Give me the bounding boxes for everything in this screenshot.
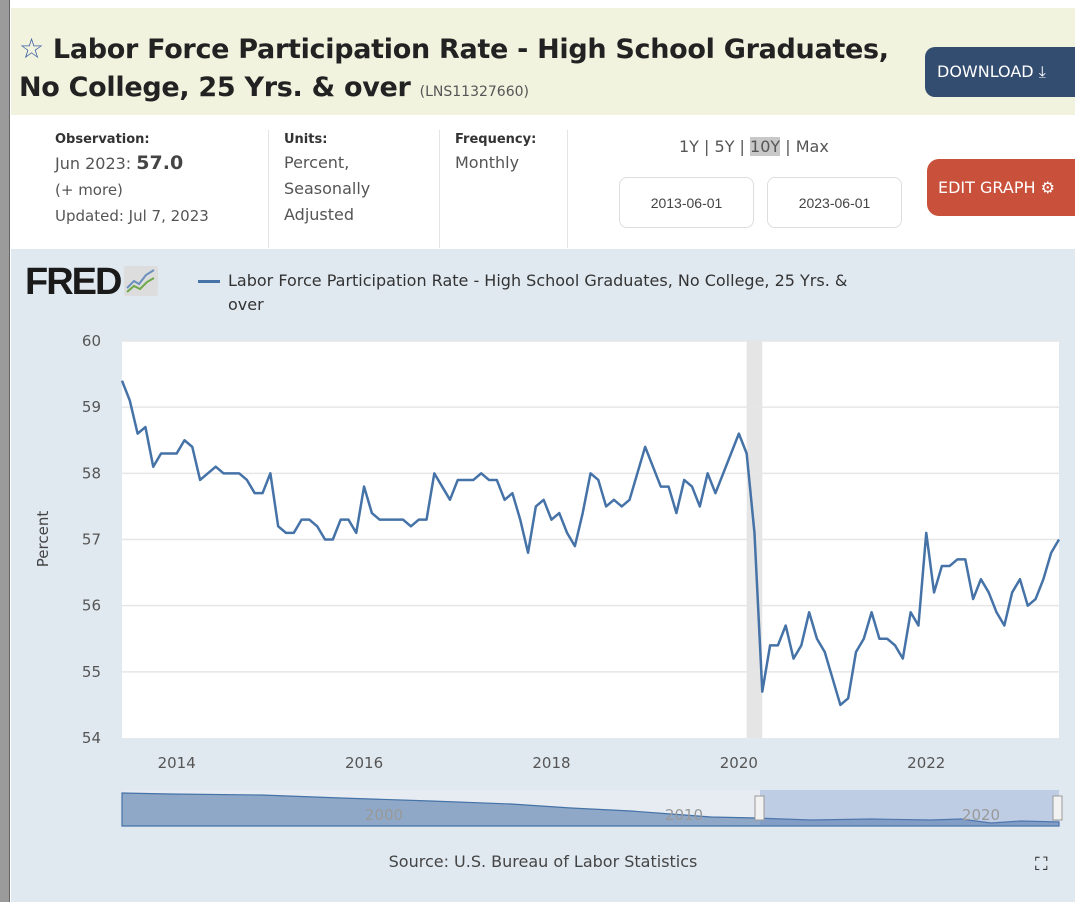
chart-legend: Labor Force Participation Rate - High Sc… xyxy=(198,269,888,317)
observation-date: Jun 2023: xyxy=(55,154,132,173)
units-line: Percent, xyxy=(284,153,350,172)
y-tick-label: 55 xyxy=(82,663,101,681)
units-line: Adjusted xyxy=(284,205,355,224)
x-tick-label: 2014 xyxy=(158,754,196,772)
observation-label: Observation: xyxy=(55,132,150,147)
observation-value: 57.0 xyxy=(136,152,184,174)
range-10y[interactable]: 10Y xyxy=(750,137,781,156)
legend-swatch xyxy=(198,280,220,283)
download-icon: ⤓ xyxy=(1038,62,1046,81)
x-tick-label: 2020 xyxy=(720,754,758,772)
divider xyxy=(567,130,568,248)
x-tick-label: 2018 xyxy=(532,754,570,772)
units-block: Units: Percent, Seasonally Adjusted xyxy=(284,130,370,228)
navigator-window xyxy=(760,790,1059,826)
line-chart[interactable]: 54 55 56 57 58 59 60 2014 2016 2018 2020 2022 Perc… xyxy=(11,249,1075,849)
units-line: Seasonally xyxy=(284,179,371,198)
range-selector: 1Y | 5Y | 10Y | Max xyxy=(679,137,829,156)
y-tick-label: 54 xyxy=(82,729,101,747)
download-button[interactable]: DOWNLOAD ⤓ xyxy=(925,47,1075,97)
fred-chart-icon xyxy=(124,266,159,296)
updated-date: Updated: Jul 7, 2023 xyxy=(55,207,209,225)
y-tick-label: 58 xyxy=(82,464,101,482)
series-title: Labor Force Participation Rate - High Sc… xyxy=(19,34,889,103)
frequency-block: Frequency: Monthly xyxy=(455,130,536,176)
navigator-handle-left xyxy=(754,795,765,821)
series-id: (LNS11327660) xyxy=(419,84,529,100)
download-label: DOWNLOAD xyxy=(937,62,1034,81)
range-max[interactable]: Max xyxy=(795,137,829,156)
y-tick-label: 59 xyxy=(82,398,101,416)
source-text: Source: U.S. Bureau of Labor Statistics xyxy=(388,852,698,871)
navigator-label: 2020 xyxy=(962,806,1000,824)
navigator-label: 2000 xyxy=(365,806,403,824)
star-outline-icon[interactable]: ☆ xyxy=(19,32,44,65)
graph-panel: FRED Labor Force Participation Rate - Hi… xyxy=(11,249,1075,902)
navigator-label: 2010 xyxy=(665,806,703,824)
navigator[interactable]: 2000 2010 2020 xyxy=(11,786,1075,836)
x-tick-label: 2016 xyxy=(345,754,383,772)
range-5y[interactable]: 5Y xyxy=(714,137,735,156)
range-1y[interactable]: 1Y xyxy=(679,137,699,156)
y-axis-label: Percent xyxy=(34,511,52,568)
series-header: ☆ Labor Force Participation Rate - High … xyxy=(11,8,1075,115)
more-link[interactable]: (+ more) xyxy=(55,181,123,199)
fred-logo: FRED xyxy=(25,261,159,304)
series-meta: Observation: Jun 2023: 57.0 (+ more) Upd… xyxy=(11,115,1075,249)
y-tick-label: 60 xyxy=(82,332,101,350)
y-tick-label: 57 xyxy=(82,531,101,549)
end-date-input[interactable] xyxy=(767,177,902,228)
divider xyxy=(268,130,269,248)
y-tick-label: 56 xyxy=(82,597,101,615)
edit-graph-button[interactable]: EDIT GRAPH ⚙ xyxy=(927,159,1075,216)
legend-label: Labor Force Participation Rate - High Sc… xyxy=(228,271,848,314)
edit-graph-label: EDIT GRAPH xyxy=(938,178,1036,197)
divider xyxy=(439,130,440,248)
units-label: Units: xyxy=(284,132,328,147)
page-title: ☆ Labor Force Participation Rate - High … xyxy=(19,30,899,111)
start-date-input[interactable] xyxy=(619,177,754,228)
fullscreen-icon[interactable]: ⛶ xyxy=(1035,854,1048,875)
frequency-value: Monthly xyxy=(455,153,520,172)
x-tick-label: 2022 xyxy=(907,754,945,772)
observation-block: Observation: Jun 2023: 57.0 (+ more) Upd… xyxy=(55,130,209,229)
navigator-handle-right xyxy=(1052,795,1063,821)
frequency-label: Frequency: xyxy=(455,132,537,147)
window-edge xyxy=(0,0,10,902)
series-line xyxy=(120,380,1061,707)
gear-icon: ⚙ xyxy=(1040,178,1055,197)
